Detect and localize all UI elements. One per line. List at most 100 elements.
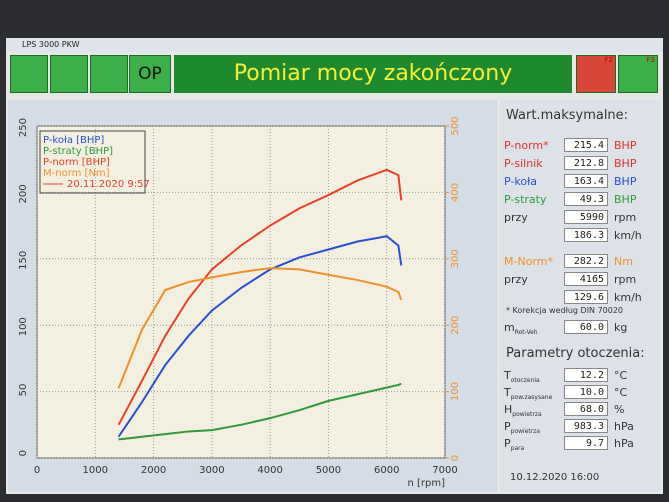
label-main: m xyxy=(504,321,515,334)
x-axis-label: n [rpm] xyxy=(407,478,445,489)
line-series xyxy=(117,267,403,389)
row-unit: km/h xyxy=(614,291,642,304)
value-row: Tpow.zasysane 10.0 °C xyxy=(504,385,659,401)
value-row: M-Norm* 282.2 Nm xyxy=(504,254,659,270)
button-op[interactable]: OP xyxy=(129,55,171,93)
env-title: Parametry otoczenia: xyxy=(506,346,645,361)
row-label: Totoczenia xyxy=(504,369,540,384)
panel-note: * Korekcja według DIN 70020 xyxy=(506,306,624,315)
value-row: Ppara 9.7 hPa xyxy=(504,436,659,452)
value-row: przy 5990 rpm xyxy=(504,210,659,226)
value-row: przy 4165 rpm xyxy=(504,272,659,288)
row-value: 49.3 xyxy=(564,192,608,206)
y2-tick-label: 0 xyxy=(450,455,461,461)
legend-box xyxy=(39,130,146,194)
x-tick-label: 1000 xyxy=(83,465,108,476)
label-main: T xyxy=(504,369,511,382)
value-row: Hpowietrza 68.0% xyxy=(504,402,659,418)
row-value: 983.3 xyxy=(564,419,608,433)
legend-entry: P-norm [BHP] xyxy=(43,157,110,168)
x-tick-label: 7000 xyxy=(432,465,457,476)
row-value: 129.6 xyxy=(564,290,608,304)
row-unit: °C xyxy=(614,369,628,382)
label-main: P-koła xyxy=(504,175,537,188)
x-tick-label: 3000 xyxy=(199,465,224,476)
row-label: przy xyxy=(504,211,528,224)
value-row: P-silnik 212.8 BHP xyxy=(504,156,659,172)
x-tick-label: 5000 xyxy=(316,465,341,476)
row-unit: hPa xyxy=(614,437,634,450)
row-label: Ppowietrza xyxy=(504,420,540,435)
legend-entry: P-koła [BHP] xyxy=(43,135,104,146)
row-label: P-straty xyxy=(504,193,547,206)
x-tick-label: 0 xyxy=(34,465,40,476)
row-value: 9.7 xyxy=(564,436,608,450)
y2-tick-label: 200 xyxy=(450,316,461,335)
legend-note: 20.11.2020 9:57 xyxy=(67,179,150,190)
values-panel: Wart.maksymalne: P-norm* 215.4 BHP P-silnik 2… xyxy=(500,100,661,492)
y2-tick-label: 100 xyxy=(450,382,461,401)
value-row: P-norm* 215.4 BHP xyxy=(504,138,659,154)
y-tick-label: 200 xyxy=(18,184,29,203)
legend-entry: P-straty [BHP] xyxy=(43,146,113,157)
row-unit: rpm xyxy=(614,211,637,224)
label-sub: otoczenia xyxy=(510,377,540,385)
y2-tick-label: 400 xyxy=(450,183,461,202)
panel-title: Wart.maksymalne: xyxy=(506,108,629,123)
value-row: 129.6 km/h xyxy=(504,290,659,306)
row-label: P-silnik xyxy=(504,157,543,170)
y-tick-label: 250 xyxy=(18,118,29,137)
legend-entry: M-norm [Nm] xyxy=(43,168,110,179)
line-series xyxy=(118,382,402,441)
row-unit: BHP xyxy=(614,175,637,188)
value-row: mRot-Veh 60.0 kg xyxy=(504,320,659,336)
row-unit: Nm xyxy=(614,255,633,268)
row-label: Hpowietrza xyxy=(504,403,542,418)
row-value: 282.2 xyxy=(564,254,608,268)
row-label: Ppara xyxy=(504,437,524,452)
button-ok[interactable] xyxy=(10,55,48,93)
line-series xyxy=(117,168,403,426)
label-main: P xyxy=(504,437,511,450)
row-value: 60.0 xyxy=(564,320,608,334)
row-value: 215.4 xyxy=(564,138,608,152)
label-main: P-straty xyxy=(504,193,547,206)
label-main: T xyxy=(504,386,511,399)
row-label: przy xyxy=(504,273,528,286)
label-sub: para xyxy=(510,445,525,453)
row-label: P-koła xyxy=(504,175,537,188)
row-value: 10.0 xyxy=(564,385,608,399)
y-tick-label: 150 xyxy=(18,251,29,270)
window: LPS 3000 PKW OP Pomiar mocy zakończony F… xyxy=(6,38,663,494)
row-value: 12.2 xyxy=(564,368,608,382)
x-tick-label: 4000 xyxy=(257,465,282,476)
line-series xyxy=(117,235,403,438)
label-sub: powietrza xyxy=(512,411,542,419)
status-banner: Pomiar mocy zakończony xyxy=(174,55,572,93)
plot-area xyxy=(36,125,446,459)
row-value: 163.4 xyxy=(564,174,608,188)
button-f2[interactable]: F2 xyxy=(576,55,616,93)
row-unit: BHP xyxy=(614,157,637,170)
button-engine[interactable] xyxy=(50,55,88,93)
row-value: 68.0 xyxy=(564,402,608,416)
y-tick-label: 50 xyxy=(18,384,29,397)
y2-tick-label: 500 xyxy=(450,116,461,135)
row-unit: rpm xyxy=(614,273,637,286)
value-row: 186.3 km/h xyxy=(504,228,659,244)
value-row: P-koła 163.4 BHP xyxy=(504,174,659,190)
button-f3[interactable]: F3 xyxy=(618,55,658,93)
y-tick-label: 100 xyxy=(18,317,29,336)
value-row: Totoczenia 12.2 °C xyxy=(504,368,659,384)
label-main: P-norm* xyxy=(504,139,549,152)
row-value: 186.3 xyxy=(564,228,608,242)
button-car[interactable] xyxy=(90,55,128,93)
label-sub: Rot-Veh xyxy=(514,329,538,337)
row-unit: % xyxy=(614,403,625,416)
row-unit: kg xyxy=(614,321,628,334)
row-unit: hPa xyxy=(614,420,634,433)
row-unit: °C xyxy=(614,386,628,399)
row-value: 5990 xyxy=(564,210,608,224)
label-main: przy xyxy=(504,273,528,286)
label-main: P-silnik xyxy=(504,157,543,170)
